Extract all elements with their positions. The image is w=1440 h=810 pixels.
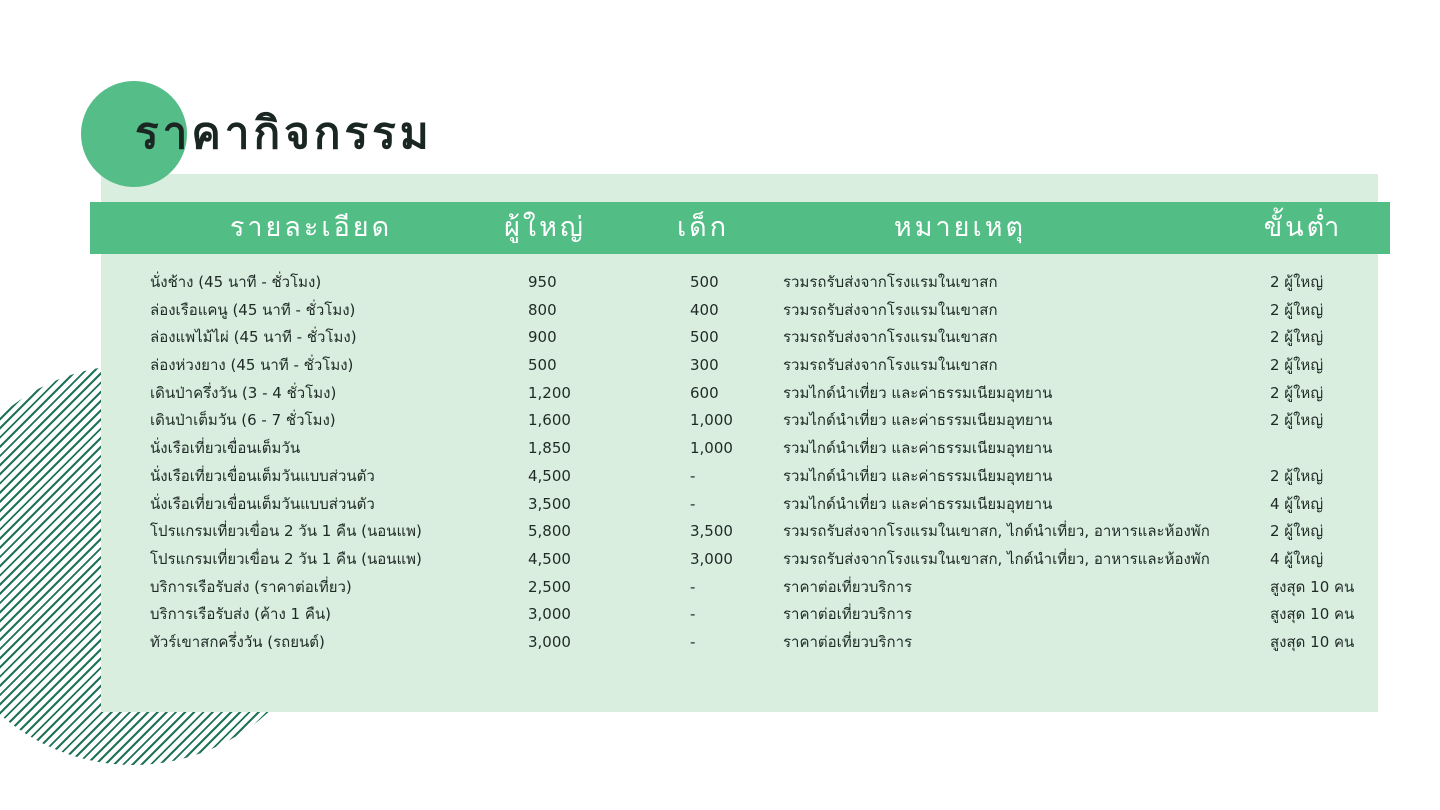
cell-adult-price: 500 xyxy=(528,356,557,375)
table-row: เดินป่าเต็มวัน (6 - 7 ชั่วโมง) 1,600 1,000… xyxy=(0,407,1440,435)
cell-minimum: 2 ผู้ใหญ่ xyxy=(1270,273,1324,291)
table-body: นั่งช้าง (45 นาที - ชั่วโมง) 950 500 รวมรถร… xyxy=(0,269,1440,657)
cell-minimum: 2 ผู้ใหญ่ xyxy=(1270,411,1324,430)
header-minimum: ขั้นต่ำ xyxy=(1263,212,1343,243)
header-note: หมายเหตุ xyxy=(893,212,1027,243)
cell-child-price: - xyxy=(690,494,696,513)
cell-detail: เดินป่าครึ่งวัน (3 - 4 ชั่วโมง) xyxy=(150,383,337,402)
cell-adult-price: 3,000 xyxy=(528,605,571,624)
cell-minimum: 2 ผู้ใหญ่ xyxy=(1270,466,1324,485)
cell-note: รวมไกด์นำเที่ยว และค่าธรรมเนียมอุทยาน xyxy=(783,411,1053,430)
cell-child-price: 1,000 xyxy=(690,411,733,430)
cell-detail: นั่งเรือเที่ยวเขื่อนเต็มวันแบบส่วนตัว xyxy=(150,494,375,513)
header-adult: ผู้ใหญ่ xyxy=(504,212,586,243)
cell-detail: นั่งช้าง (45 นาที - ชั่วโมง) xyxy=(150,273,322,291)
cell-note: รวมไกด์นำเที่ยว และค่าธรรมเนียมอุทยาน xyxy=(783,383,1053,402)
cell-detail: ล่องห่วงยาง (45 นาที - ชั่วโมง) xyxy=(150,356,354,375)
cell-detail: นั่งเรือเที่ยวเขื่อนเต็มวันแบบส่วนตัว xyxy=(150,466,375,485)
cell-child-price: 400 xyxy=(690,300,719,319)
cell-child-price: 500 xyxy=(690,328,719,347)
cell-note: รวมรถรับส่งจากโรงแรมในเขาสก xyxy=(783,273,998,291)
table-row: ล่องห่วงยาง (45 นาที - ชั่วโมง) 500 300 รวม… xyxy=(0,352,1440,380)
cell-minimum: สูงสุด 10 คน xyxy=(1270,605,1355,624)
cell-adult-price: 4,500 xyxy=(528,549,571,568)
cell-child-price: 500 xyxy=(690,273,719,291)
cell-adult-price: 1,600 xyxy=(528,411,571,430)
cell-note: รวมรถรับส่งจากโรงแรมในเขาสก, ไกด์นำเที่ย… xyxy=(783,522,1210,541)
cell-adult-price: 1,200 xyxy=(528,383,571,402)
cell-adult-price: 950 xyxy=(528,273,557,291)
table-row: โปรแกรมเที่ยวเขื่อน 2 วัน 1 คืน (นอนแพ) 5… xyxy=(0,518,1440,546)
cell-minimum: สูงสุด 10 คน xyxy=(1270,632,1355,651)
cell-child-price: 600 xyxy=(690,383,719,402)
cell-minimum: 2 ผู้ใหญ่ xyxy=(1270,383,1324,402)
table-row: เดินป่าครึ่งวัน (3 - 4 ชั่วโมง) 1,200 600 ร… xyxy=(0,380,1440,408)
cell-detail: ล่องเรือแคนู (45 นาที - ชั่วโมง) xyxy=(150,300,356,319)
cell-child-price: - xyxy=(690,466,696,485)
cell-adult-price: 1,850 xyxy=(528,439,571,458)
cell-child-price: - xyxy=(690,632,696,651)
header-detail: รายละเอียด xyxy=(229,212,393,243)
cell-adult-price: 800 xyxy=(528,300,557,319)
cell-minimum: 2 ผู้ใหญ่ xyxy=(1270,300,1324,319)
decorative-circle xyxy=(81,81,187,187)
cell-note: รวมไกด์นำเที่ยว และค่าธรรมเนียมอุทยาน xyxy=(783,466,1053,485)
cell-note: รวมรถรับส่งจากโรงแรมในเขาสก xyxy=(783,328,998,347)
cell-child-price: - xyxy=(690,605,696,624)
cell-detail: โปรแกรมเที่ยวเขื่อน 2 วัน 1 คืน (นอนแพ) xyxy=(150,522,422,541)
cell-note: รวมรถรับส่งจากโรงแรมในเขาสก xyxy=(783,356,998,375)
cell-note: ราคาต่อเที่ยวบริการ xyxy=(783,632,913,651)
cell-detail: เดินป่าเต็มวัน (6 - 7 ชั่วโมง) xyxy=(150,411,336,430)
cell-detail: บริการเรือรับส่ง (ราคาต่อเที่ยว) xyxy=(150,577,352,596)
cell-adult-price: 5,800 xyxy=(528,522,571,541)
cell-adult-price: 3,000 xyxy=(528,632,571,651)
cell-detail: โปรแกรมเที่ยวเขื่อน 2 วัน 1 คืน (นอนแพ) xyxy=(150,549,422,568)
cell-note: รวมไกด์นำเที่ยว และค่าธรรมเนียมอุทยาน xyxy=(783,494,1053,513)
header-child: เด็ก xyxy=(676,212,730,243)
table-row: นั่งเรือเที่ยวเขื่อนเต็มวันแบบส่วนตัว 3,5… xyxy=(0,491,1440,519)
page-title: ราคากิจกรรม xyxy=(135,108,433,159)
cell-detail: ทัวร์เขาสกครึ่งวัน (รถยนต์) xyxy=(150,632,325,651)
table-header: รายละเอียด ผู้ใหญ่ เด็ก หมายเหตุ ขั้นต่ำ xyxy=(90,202,1390,254)
cell-note: ราคาต่อเที่ยวบริการ xyxy=(783,577,913,596)
cell-minimum: 2 ผู้ใหญ่ xyxy=(1270,522,1324,541)
table-row: นั่งเรือเที่ยวเขื่อนเต็มวันแบบส่วนตัว 4,5… xyxy=(0,463,1440,491)
cell-adult-price: 900 xyxy=(528,328,557,347)
cell-detail: บริการเรือรับส่ง (ค้าง 1 คืน) xyxy=(150,605,332,624)
cell-child-price: 300 xyxy=(690,356,719,375)
cell-child-price: 3,000 xyxy=(690,549,733,568)
cell-minimum: 2 ผู้ใหญ่ xyxy=(1270,328,1324,347)
table-row: นั่งช้าง (45 นาที - ชั่วโมง) 950 500 รวมรถร… xyxy=(0,269,1440,297)
cell-note: รวมรถรับส่งจากโรงแรมในเขาสก, ไกด์นำเที่ย… xyxy=(783,549,1210,568)
cell-adult-price: 4,500 xyxy=(528,466,571,485)
cell-note: รวมรถรับส่งจากโรงแรมในเขาสก xyxy=(783,300,998,319)
table-row: บริการเรือรับส่ง (ราคาต่อเที่ยว) 2,500 - รา… xyxy=(0,574,1440,602)
cell-detail: ล่องแพไม้ไผ่ (45 นาที - ชั่วโมง) xyxy=(150,328,357,347)
table-panel xyxy=(101,174,1378,712)
table-row: ล่องเรือแคนู (45 นาที - ชั่วโมง) 800 400 รว… xyxy=(0,297,1440,325)
table-row: โปรแกรมเที่ยวเขื่อน 2 วัน 1 คืน (นอนแพ) 4… xyxy=(0,546,1440,574)
cell-minimum: 2 ผู้ใหญ่ xyxy=(1270,356,1324,375)
table-row: ล่องแพไม้ไผ่ (45 นาที - ชั่วโมง) 900 500 รว… xyxy=(0,324,1440,352)
cell-minimum: 4 ผู้ใหญ่ xyxy=(1270,549,1324,568)
table-row: ทัวร์เขาสกครึ่งวัน (รถยนต์) 3,000 - ราคาต่อ… xyxy=(0,629,1440,657)
table-row: บริการเรือรับส่ง (ค้าง 1 คืน) 3,000 - ราคาต… xyxy=(0,601,1440,629)
cell-child-price: 3,500 xyxy=(690,522,733,541)
cell-detail: นั่งเรือเที่ยวเขื่อนเต็มวัน xyxy=(150,439,301,458)
cell-note: ราคาต่อเที่ยวบริการ xyxy=(783,605,913,624)
cell-child-price: 1,000 xyxy=(690,439,733,458)
cell-adult-price: 3,500 xyxy=(528,494,571,513)
cell-adult-price: 2,500 xyxy=(528,577,571,596)
cell-note: รวมไกด์นำเที่ยว และค่าธรรมเนียมอุทยาน xyxy=(783,439,1053,458)
cell-child-price: - xyxy=(690,577,696,596)
cell-minimum: 4 ผู้ใหญ่ xyxy=(1270,494,1324,513)
table-row: นั่งเรือเที่ยวเขื่อนเต็มวัน 1,850 1,000 รวม… xyxy=(0,435,1440,463)
cell-minimum: สูงสุด 10 คน xyxy=(1270,577,1355,596)
